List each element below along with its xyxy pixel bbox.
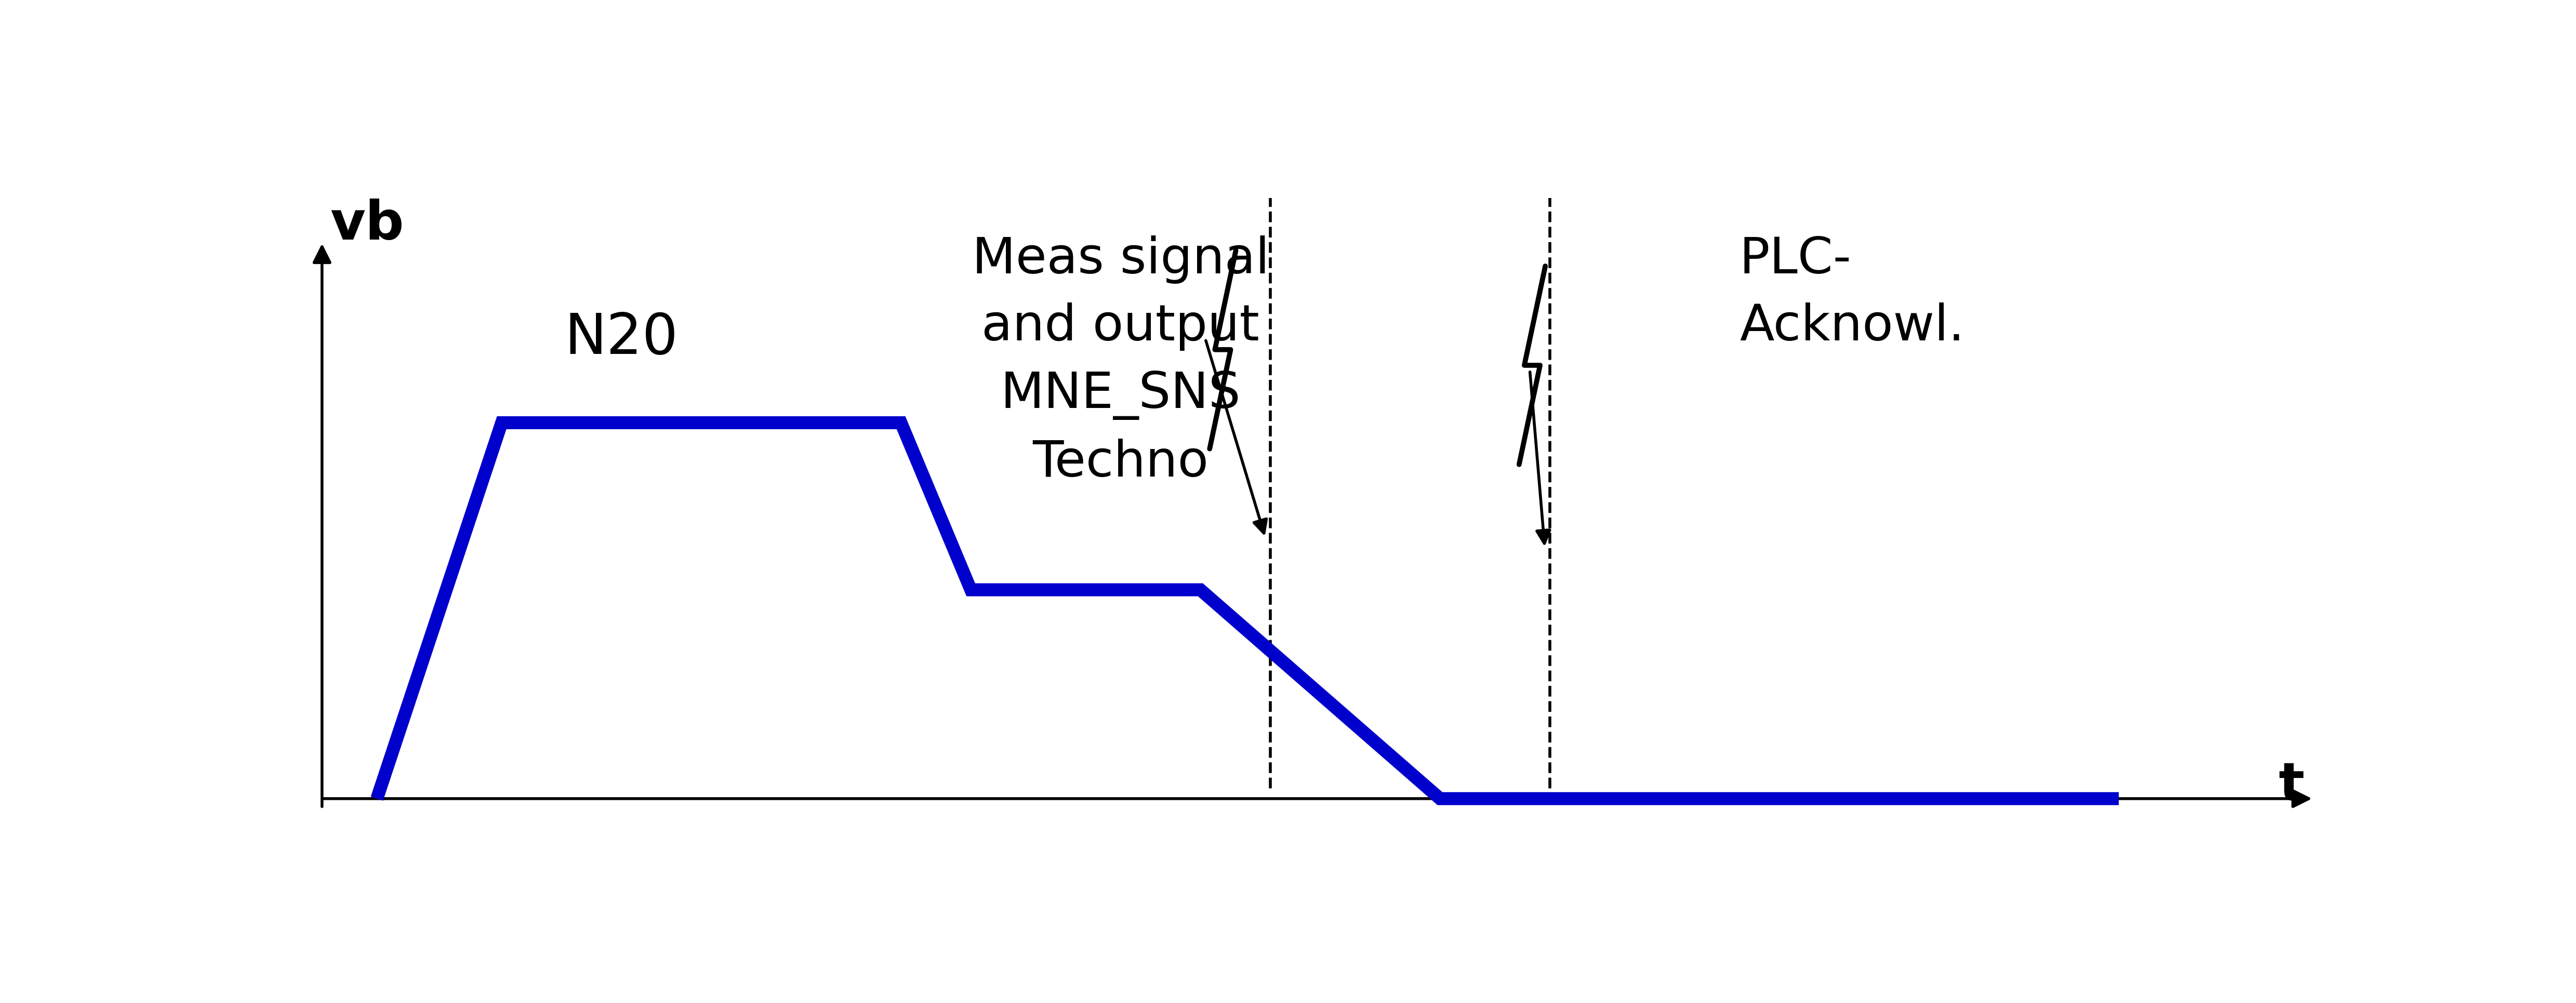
Text: Meas signal
and output
MNE_SNS
Techno: Meas signal and output MNE_SNS Techno [971, 235, 1270, 486]
Text: t: t [2280, 759, 2306, 811]
Text: N20: N20 [564, 311, 677, 366]
Text: vb: vb [330, 199, 404, 251]
Text: PLC-
Acknowl.: PLC- Acknowl. [1739, 235, 1965, 351]
